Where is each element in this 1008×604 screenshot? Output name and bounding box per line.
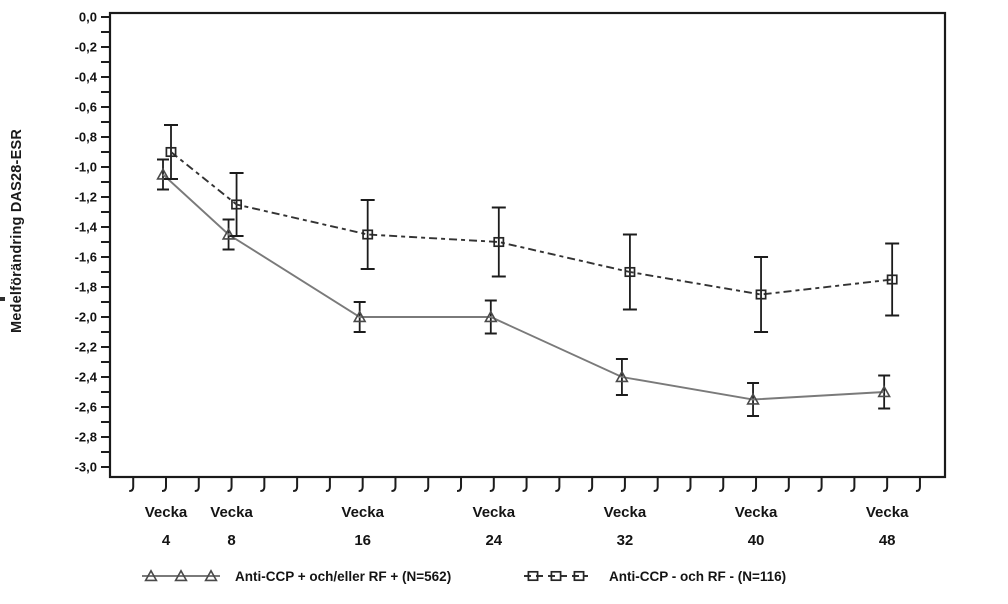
svg-text:16: 16 xyxy=(354,532,371,549)
y-axis-tick-labels: 0,0 -0,2 -0,4 -0,6 -0,8 -1,0 -1,2 -1,4 -1,6 -1,8 -… xyxy=(75,10,98,475)
svg-text:48: 48 xyxy=(879,532,896,549)
x-axis-tick-labels: Vecka 4 Vecka 8 Vecka 16 Vecka 24 Vecka 32 Vecka 40… xyxy=(145,504,909,549)
svg-text:Vecka: Vecka xyxy=(866,504,909,521)
svg-text:Vecka: Vecka xyxy=(735,504,778,521)
svg-text:32: 32 xyxy=(617,532,634,549)
svg-text:-3,0: -3,0 xyxy=(75,460,97,475)
svg-text:40: 40 xyxy=(748,532,765,549)
svg-text:Vecka: Vecka xyxy=(145,504,188,521)
svg-text:Vecka: Vecka xyxy=(604,504,647,521)
series-square xyxy=(164,124,900,333)
svg-text:-2,2: -2,2 xyxy=(75,340,97,355)
svg-text:-1,2: -1,2 xyxy=(75,190,97,205)
svg-text:Vecka: Vecka xyxy=(473,504,516,521)
svg-text:24: 24 xyxy=(485,532,502,549)
svg-text:-2,0: -2,0 xyxy=(75,310,97,325)
edge-artifact-mark xyxy=(0,297,5,301)
legend-item-anti-ccp-positive: Anti-CCP + och/eller RF + (N=562) xyxy=(141,563,451,589)
svg-text:-0,6: -0,6 xyxy=(75,100,97,115)
svg-text:-0,2: -0,2 xyxy=(75,40,97,55)
legend-item-anti-ccp-negative: Anti-CCP - och RF - (N=116) xyxy=(523,563,786,589)
svg-text:8: 8 xyxy=(227,532,235,549)
svg-text:-1,8: -1,8 xyxy=(75,280,97,295)
svg-text:-2,6: -2,6 xyxy=(75,400,97,415)
svg-text:-2,4: -2,4 xyxy=(75,370,98,385)
svg-text:-0,8: -0,8 xyxy=(75,130,97,145)
svg-text:-2,8: -2,8 xyxy=(75,430,97,445)
svg-text:4: 4 xyxy=(162,532,171,549)
svg-text:-1,0: -1,0 xyxy=(75,160,97,175)
svg-text:Vecka: Vecka xyxy=(341,504,384,521)
legend: Anti-CCP + och/eller RF + (N=562) Anti-C… xyxy=(0,563,1008,593)
plot-frame xyxy=(108,11,947,479)
y-axis-ticks xyxy=(101,16,110,468)
legend-label: Anti-CCP + och/eller RF + (N=562) xyxy=(235,568,452,584)
series-triangle xyxy=(156,158,891,417)
legend-label: Anti-CCP - och RF - (N=116) xyxy=(609,568,787,584)
svg-text:-1,4: -1,4 xyxy=(75,220,98,235)
svg-text:0,0: 0,0 xyxy=(79,10,97,25)
x-axis-ticks xyxy=(129,478,921,492)
square-series-key-icon xyxy=(524,570,588,582)
svg-text:-0,4: -0,4 xyxy=(75,70,98,85)
svg-text:Vecka: Vecka xyxy=(210,504,253,521)
triangle-series-key-icon xyxy=(142,569,220,582)
svg-text:-1,6: -1,6 xyxy=(75,250,97,265)
